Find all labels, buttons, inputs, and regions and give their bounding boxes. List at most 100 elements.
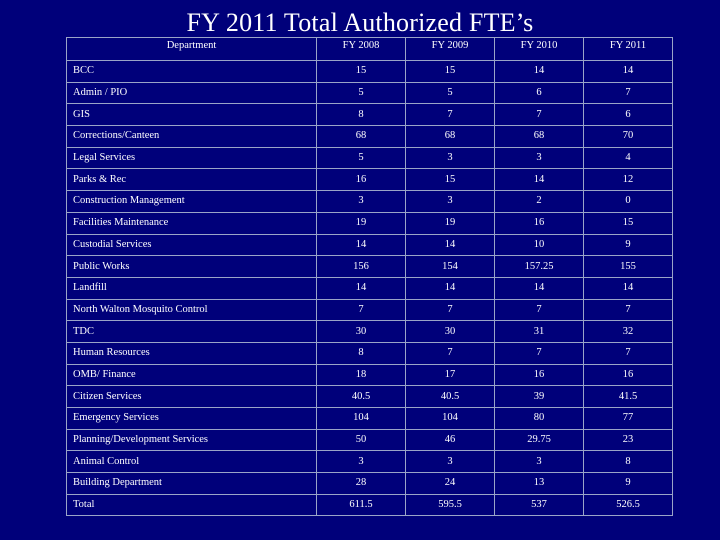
value-cell-fy2011: 0 bbox=[583, 190, 673, 213]
value-cell-fy2010: 3 bbox=[494, 146, 584, 170]
department-cell: Building Department bbox=[66, 472, 317, 495]
value-cell-fy2008: 30 bbox=[316, 320, 406, 343]
department-cell: Custodial Services bbox=[66, 233, 317, 257]
value-cell-fy2008: 7 bbox=[316, 298, 406, 322]
value-cell-fy2011: 4 bbox=[583, 146, 673, 170]
value-cell-fy2010: 157.25 bbox=[494, 255, 584, 278]
department-cell: Human Resources bbox=[66, 341, 317, 365]
value-cell-fy2008: 15 bbox=[316, 60, 406, 83]
value-cell-fy2010: 14 bbox=[494, 276, 584, 300]
value-cell-fy2010: 7 bbox=[494, 298, 584, 322]
value-cell-fy2010: 39 bbox=[494, 385, 584, 408]
value-cell-fy2008: 68 bbox=[316, 125, 406, 148]
value-cell-fy2008: 14 bbox=[316, 233, 406, 257]
value-cell-fy2009: 3 bbox=[405, 146, 495, 170]
value-cell-fy2009: 40.5 bbox=[405, 385, 495, 408]
value-cell-fy2009: 68 bbox=[405, 125, 495, 148]
table-row: GIS 8 7 7 6 bbox=[66, 103, 673, 127]
table-row: Emergency Services 104 104 80 77 bbox=[66, 407, 673, 430]
department-cell: North Walton Mosquito Control bbox=[66, 298, 317, 322]
value-cell-fy2008: 611.5 bbox=[316, 493, 406, 517]
value-cell-fy2011: 155 bbox=[583, 255, 673, 278]
value-cell-fy2008: 50 bbox=[316, 428, 406, 452]
value-cell-fy2008: 5 bbox=[316, 146, 406, 170]
column-header-fy2009: FY 2009 bbox=[405, 37, 495, 61]
table-row: Corrections/Canteen 68 68 68 70 bbox=[66, 125, 673, 148]
value-cell-fy2008: 19 bbox=[316, 211, 406, 235]
table-row: Citizen Services 40.5 40.5 39 41.5 bbox=[66, 385, 673, 408]
value-cell-fy2009: 3 bbox=[405, 190, 495, 213]
value-cell-fy2009: 7 bbox=[405, 103, 495, 127]
table-row: Landfill 14 14 14 14 bbox=[66, 276, 673, 300]
value-cell-fy2008: 8 bbox=[316, 103, 406, 127]
value-cell-fy2011: 9 bbox=[583, 472, 673, 495]
fte-table: Department FY 2008 FY 2009 FY 2010 FY 20… bbox=[66, 37, 673, 517]
value-cell-fy2010: 31 bbox=[494, 320, 584, 343]
department-cell: Public Works bbox=[66, 255, 317, 278]
table-row: Human Resources 8 7 7 7 bbox=[66, 341, 673, 365]
value-cell-fy2011: 16 bbox=[583, 363, 673, 387]
value-cell-fy2010: 6 bbox=[494, 81, 584, 105]
value-cell-fy2008: 104 bbox=[316, 407, 406, 430]
header-row: Department FY 2008 FY 2009 FY 2010 FY 20… bbox=[66, 37, 673, 61]
table-row: Facilities Maintenance 19 19 16 15 bbox=[66, 211, 673, 235]
table-header: Department FY 2008 FY 2009 FY 2010 FY 20… bbox=[66, 37, 673, 61]
column-header-department: Department bbox=[66, 37, 317, 61]
table-row: TDC 30 30 31 32 bbox=[66, 320, 673, 343]
value-cell-fy2010: 16 bbox=[494, 363, 584, 387]
value-cell-fy2009: 15 bbox=[405, 168, 495, 192]
value-cell-fy2011: 9 bbox=[583, 233, 673, 257]
value-cell-fy2011: 6 bbox=[583, 103, 673, 127]
department-cell: Admin / PIO bbox=[66, 81, 317, 105]
value-cell-fy2009: 14 bbox=[405, 276, 495, 300]
value-cell-fy2010: 29.75 bbox=[494, 428, 584, 452]
value-cell-fy2010: 2 bbox=[494, 190, 584, 213]
value-cell-fy2011: 41.5 bbox=[583, 385, 673, 408]
table-row: Custodial Services 14 14 10 9 bbox=[66, 233, 673, 257]
value-cell-fy2008: 16 bbox=[316, 168, 406, 192]
value-cell-fy2008: 3 bbox=[316, 190, 406, 213]
table-row: Planning/Development Services 50 46 29.75 23 bbox=[66, 428, 673, 452]
value-cell-fy2009: 19 bbox=[405, 211, 495, 235]
value-cell-fy2009: 5 bbox=[405, 81, 495, 105]
value-cell-fy2010: 10 bbox=[494, 233, 584, 257]
column-header-fy2010: FY 2010 bbox=[494, 37, 584, 61]
department-cell: OMB/ Finance bbox=[66, 363, 317, 387]
value-cell-fy2008: 14 bbox=[316, 276, 406, 300]
value-cell-fy2010: 7 bbox=[494, 103, 584, 127]
value-cell-fy2011: 23 bbox=[583, 428, 673, 452]
table-row: BCC 15 15 14 14 bbox=[66, 60, 673, 83]
department-cell: Animal Control bbox=[66, 450, 317, 474]
value-cell-fy2011: 8 bbox=[583, 450, 673, 474]
value-cell-fy2011: 15 bbox=[583, 211, 673, 235]
department-cell: Parks & Rec bbox=[66, 168, 317, 192]
value-cell-fy2010: 13 bbox=[494, 472, 584, 495]
value-cell-fy2009: 30 bbox=[405, 320, 495, 343]
department-cell: BCC bbox=[66, 60, 317, 83]
value-cell-fy2010: 68 bbox=[494, 125, 584, 148]
value-cell-fy2009: 24 bbox=[405, 472, 495, 495]
value-cell-fy2011: 12 bbox=[583, 168, 673, 192]
page-title: FY 2011 Total Authorized FTE’s bbox=[186, 8, 534, 37]
table-row: Public Works 156 154 157.25 155 bbox=[66, 255, 673, 278]
table-row: North Walton Mosquito Control 7 7 7 7 bbox=[66, 298, 673, 322]
value-cell-fy2008: 5 bbox=[316, 81, 406, 105]
department-cell: Legal Services bbox=[66, 146, 317, 170]
department-cell: Construction Management bbox=[66, 190, 317, 213]
table-row: OMB/ Finance 18 17 16 16 bbox=[66, 363, 673, 387]
value-cell-fy2009: 17 bbox=[405, 363, 495, 387]
value-cell-fy2009: 7 bbox=[405, 341, 495, 365]
value-cell-fy2011: 14 bbox=[583, 276, 673, 300]
value-cell-fy2008: 3 bbox=[316, 450, 406, 474]
table-body: BCC 15 15 14 14 Admin / PIO 5 5 6 7 GIS 8 7 7 6 Correct… bbox=[66, 60, 673, 517]
table-row: Parks & Rec 16 15 14 12 bbox=[66, 168, 673, 192]
value-cell-fy2010: 80 bbox=[494, 407, 584, 430]
value-cell-fy2008: 156 bbox=[316, 255, 406, 278]
value-cell-fy2010: 14 bbox=[494, 168, 584, 192]
value-cell-fy2010: 3 bbox=[494, 450, 584, 474]
value-cell-fy2011: 7 bbox=[583, 341, 673, 365]
value-cell-fy2010: 14 bbox=[494, 60, 584, 83]
department-cell: Total bbox=[66, 493, 317, 517]
value-cell-fy2009: 154 bbox=[405, 255, 495, 278]
value-cell-fy2011: 7 bbox=[583, 298, 673, 322]
